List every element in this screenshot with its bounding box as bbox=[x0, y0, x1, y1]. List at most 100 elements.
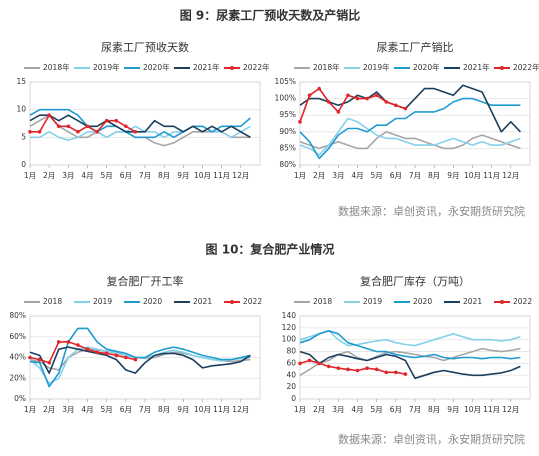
legend-label: 2022 bbox=[243, 297, 262, 306]
data-point bbox=[47, 360, 51, 365]
series-line bbox=[299, 131, 521, 150]
x-tick-label: 8月 bbox=[158, 171, 170, 180]
data-point bbox=[307, 93, 312, 98]
x-tick-label: 11月 bbox=[213, 405, 230, 414]
data-point bbox=[76, 343, 80, 347]
y-tick-label: 60% bbox=[9, 332, 26, 341]
y-tick-label: 95% bbox=[279, 110, 296, 119]
data-point bbox=[95, 350, 99, 355]
data-point bbox=[365, 366, 369, 370]
y-tick-label: 140 bbox=[282, 311, 297, 320]
legend-label: 2022年 bbox=[243, 62, 270, 72]
data-point bbox=[76, 130, 80, 134]
legend-label: 2021年 bbox=[193, 62, 220, 72]
x-tick-label: 7月 bbox=[139, 405, 151, 414]
legend-label: 2019年 bbox=[93, 62, 120, 72]
data-point bbox=[403, 106, 408, 111]
series-line bbox=[29, 346, 251, 374]
series-line bbox=[30, 114, 136, 133]
x-tick-label: 9月 bbox=[447, 405, 459, 414]
x-tick-label: 1月 bbox=[294, 171, 306, 180]
series-line bbox=[299, 347, 521, 376]
x-tick-label: 7月 bbox=[139, 171, 151, 180]
data-point bbox=[104, 351, 109, 356]
y-tick-label: 0% bbox=[14, 394, 26, 403]
data-point bbox=[336, 110, 341, 114]
plot-frame bbox=[29, 81, 261, 166]
x-tick-label: 1月 bbox=[24, 405, 36, 414]
legend-label: 2022 bbox=[513, 297, 532, 306]
x-tick-label: 3月 bbox=[332, 405, 344, 414]
x-tick-label: 9月 bbox=[177, 405, 189, 414]
legend-marker bbox=[230, 300, 234, 304]
x-tick-label: 10月 bbox=[194, 405, 211, 414]
data-point bbox=[317, 361, 321, 366]
legend-label: 2019年 bbox=[363, 62, 390, 72]
y-tick-label: 100% bbox=[275, 94, 296, 103]
data-point bbox=[336, 366, 341, 370]
x-tick-label: 3月 bbox=[62, 405, 74, 414]
legend-label: 2020年 bbox=[413, 62, 440, 72]
data-point bbox=[124, 124, 128, 129]
y-tick-label: 90% bbox=[279, 127, 296, 136]
data-point bbox=[114, 353, 119, 358]
data-point bbox=[114, 118, 119, 123]
data-point bbox=[394, 103, 398, 108]
x-tick-label: 6月 bbox=[120, 171, 132, 180]
data-point bbox=[365, 96, 369, 101]
x-tick-label: 12月 bbox=[232, 171, 249, 180]
y-tick-label: 85% bbox=[279, 143, 296, 152]
series-line bbox=[299, 350, 521, 380]
data-point bbox=[346, 93, 350, 98]
x-tick-label: 12月 bbox=[502, 405, 519, 414]
data-point bbox=[374, 93, 379, 98]
y-tick-label: 80 bbox=[286, 347, 296, 356]
data-point bbox=[326, 100, 331, 104]
legend-label: 2020 bbox=[413, 297, 432, 306]
y-tick-label: 105% bbox=[275, 77, 296, 86]
x-tick-label: 9月 bbox=[447, 171, 459, 180]
chart-title: 复合肥厂开工率 bbox=[107, 274, 184, 288]
data-point bbox=[133, 130, 138, 134]
y-tick-label: 15 bbox=[16, 77, 26, 86]
legend-marker bbox=[500, 300, 504, 304]
data-point bbox=[133, 357, 138, 362]
x-tick-label: 9月 bbox=[177, 171, 189, 180]
data-point bbox=[317, 86, 321, 91]
y-tick-label: 120 bbox=[282, 323, 297, 332]
x-tick-label: 10月 bbox=[464, 405, 481, 414]
y-tick-label: 20 bbox=[286, 382, 296, 391]
x-tick-label: 7月 bbox=[409, 171, 421, 180]
x-tick-label: 11月 bbox=[213, 171, 230, 180]
x-tick-label: 5月 bbox=[371, 171, 383, 180]
series-line bbox=[29, 114, 251, 138]
y-tick-label: 0 bbox=[21, 160, 26, 169]
data-point bbox=[326, 364, 331, 369]
x-tick-label: 1月 bbox=[24, 171, 36, 180]
data-point bbox=[56, 340, 61, 344]
series-line bbox=[299, 97, 521, 160]
x-tick-label: 5月 bbox=[371, 405, 383, 414]
x-tick-label: 4月 bbox=[351, 171, 363, 180]
x-tick-label: 2月 bbox=[313, 405, 325, 414]
chart-title: 复合肥厂库存（万吨） bbox=[360, 274, 470, 288]
series-line bbox=[299, 84, 521, 133]
y-tick-label: 100 bbox=[282, 335, 297, 344]
plot-frame bbox=[299, 81, 531, 166]
data-point bbox=[346, 367, 350, 372]
series-line bbox=[29, 108, 251, 139]
series-line bbox=[299, 87, 406, 123]
x-tick-label: 10月 bbox=[194, 171, 211, 180]
x-tick-label: 2月 bbox=[43, 405, 55, 414]
y-tick-label: 80% bbox=[279, 160, 296, 169]
data-point bbox=[95, 130, 99, 134]
y-tick-label: 40 bbox=[286, 370, 296, 379]
y-tick-label: 5 bbox=[21, 132, 26, 141]
x-tick-label: 11月 bbox=[483, 405, 500, 414]
series-line bbox=[299, 330, 521, 347]
y-tick-label: 10 bbox=[16, 105, 26, 114]
data-point bbox=[56, 124, 61, 129]
data-point bbox=[104, 118, 109, 123]
data-point bbox=[66, 124, 71, 129]
data-point bbox=[28, 355, 32, 360]
